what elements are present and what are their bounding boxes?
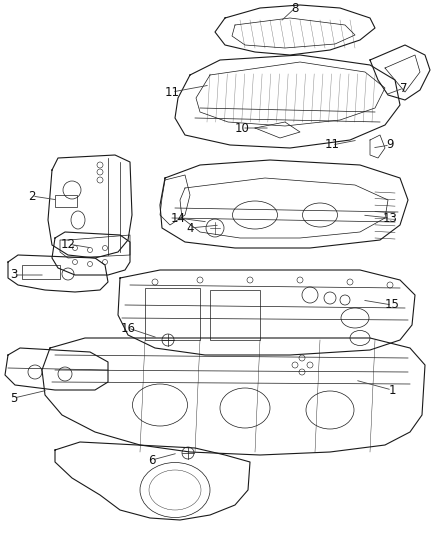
Text: 1: 1 <box>388 384 396 397</box>
Text: 11: 11 <box>325 139 339 151</box>
Text: 4: 4 <box>186 222 194 235</box>
Text: 12: 12 <box>60 238 75 251</box>
Text: 14: 14 <box>170 212 186 224</box>
Bar <box>55 195 77 207</box>
Text: 3: 3 <box>11 269 18 281</box>
Bar <box>22 265 60 279</box>
Bar <box>145 288 200 340</box>
Text: 11: 11 <box>165 85 180 99</box>
Text: 16: 16 <box>120 321 135 335</box>
Text: 8: 8 <box>291 2 299 14</box>
Text: 15: 15 <box>385 298 399 311</box>
Bar <box>210 290 260 340</box>
Text: 2: 2 <box>28 190 36 203</box>
Text: 9: 9 <box>386 139 394 151</box>
Text: 7: 7 <box>400 82 408 94</box>
Text: 6: 6 <box>148 454 156 466</box>
Text: 5: 5 <box>11 392 18 405</box>
Text: 10: 10 <box>235 122 249 134</box>
Text: 13: 13 <box>382 212 397 224</box>
